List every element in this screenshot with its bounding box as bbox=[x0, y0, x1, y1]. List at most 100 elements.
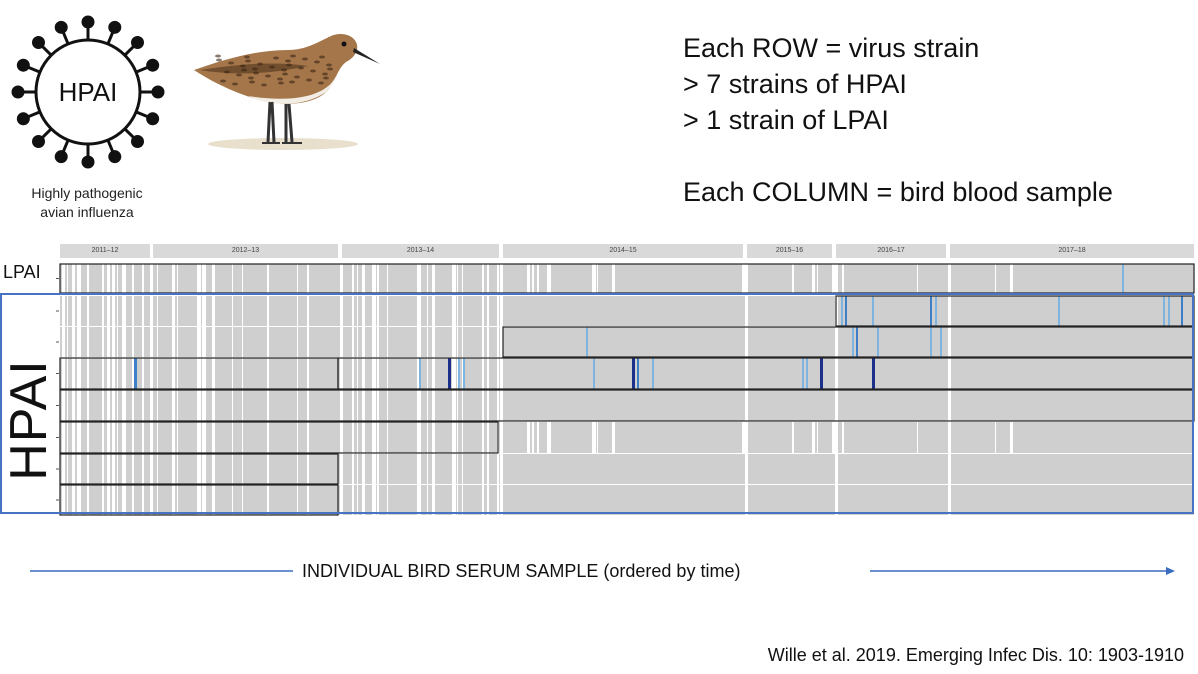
untested-gap bbox=[357, 327, 358, 357]
untested-gap bbox=[177, 264, 178, 293]
untested-gap bbox=[432, 422, 435, 453]
bird-feather-mark bbox=[265, 74, 271, 78]
positive-sample-mark bbox=[935, 296, 937, 326]
untested-gap bbox=[377, 327, 379, 357]
untested-gap bbox=[362, 454, 365, 484]
positive-sample-mark bbox=[419, 358, 421, 389]
untested-gap bbox=[427, 264, 428, 293]
untested-gap bbox=[177, 485, 178, 515]
untested-gap bbox=[87, 422, 89, 453]
positive-sample-mark bbox=[872, 358, 875, 389]
untested-gap bbox=[87, 390, 89, 421]
untested-gap bbox=[357, 390, 358, 421]
bird-feather-mark bbox=[245, 59, 251, 63]
untested-gap bbox=[112, 485, 115, 515]
season-separator bbox=[948, 390, 951, 421]
untested-gap bbox=[362, 296, 365, 326]
positive-sample-mark bbox=[632, 358, 635, 389]
virus-spike-head bbox=[108, 20, 122, 34]
bird-feather-mark bbox=[302, 57, 308, 61]
untested-gap bbox=[67, 358, 68, 389]
untested-gap bbox=[387, 358, 388, 389]
untested-gap bbox=[102, 454, 104, 484]
untested-gap bbox=[172, 485, 175, 515]
untested-gap bbox=[377, 358, 379, 389]
untested-gap bbox=[362, 327, 365, 357]
positive-sample-mark bbox=[1168, 296, 1170, 326]
untested-gap bbox=[172, 358, 175, 389]
season-separator bbox=[500, 454, 503, 484]
untested-gap bbox=[112, 390, 115, 421]
untested-gap bbox=[387, 264, 388, 293]
season-separator bbox=[340, 422, 343, 453]
note-line-2: > 7 strains of HPAI bbox=[683, 69, 907, 99]
untested-gap bbox=[462, 422, 463, 453]
untested-gap bbox=[62, 358, 65, 389]
bird-feather-mark bbox=[277, 77, 283, 81]
season-separator bbox=[150, 454, 153, 484]
season-separator bbox=[150, 264, 153, 293]
untested-gap bbox=[112, 422, 115, 453]
season-separator bbox=[340, 358, 343, 389]
untested-gap bbox=[72, 422, 75, 453]
bird-feather-mark bbox=[286, 63, 292, 67]
untested-gap bbox=[547, 422, 551, 453]
untested-gap bbox=[67, 454, 68, 484]
untested-gap bbox=[387, 296, 388, 326]
season-separator bbox=[948, 327, 951, 357]
season-separator bbox=[340, 296, 343, 326]
untested-gap bbox=[427, 390, 428, 421]
season-separator bbox=[745, 390, 748, 421]
untested-gap bbox=[112, 264, 115, 293]
untested-gap bbox=[112, 358, 115, 389]
season-separator bbox=[500, 264, 503, 293]
untested-gap bbox=[462, 454, 463, 484]
untested-gap bbox=[352, 390, 354, 421]
untested-gap bbox=[132, 390, 134, 421]
untested-gap bbox=[267, 264, 269, 293]
bird-feather-mark bbox=[314, 60, 320, 64]
strain-window-box bbox=[59, 484, 339, 516]
untested-gap bbox=[487, 422, 489, 453]
untested-gap bbox=[242, 454, 243, 484]
notes-block: Each ROW = virus strain > 7 strains of H… bbox=[683, 30, 1113, 210]
positive-sample-mark bbox=[134, 358, 137, 389]
untested-gap bbox=[72, 296, 75, 326]
strain-window-box bbox=[59, 389, 1195, 422]
season-separator bbox=[835, 454, 838, 484]
note-line-5: Each COLUMN = bird blood sample bbox=[683, 177, 1113, 207]
untested-gap bbox=[427, 296, 428, 326]
untested-gap bbox=[117, 422, 118, 453]
virus-icon: HPAI bbox=[11, 15, 165, 169]
bird-feather-mark bbox=[232, 82, 238, 86]
untested-gap bbox=[377, 390, 379, 421]
untested-gap bbox=[432, 485, 435, 515]
positive-sample-mark bbox=[1122, 264, 1124, 293]
untested-gap bbox=[372, 296, 376, 326]
positive-sample-mark bbox=[930, 296, 932, 326]
season-label: 2015–16 bbox=[747, 244, 832, 258]
untested-gap bbox=[102, 327, 104, 357]
positive-sample-mark bbox=[930, 327, 932, 357]
untested-gap bbox=[452, 296, 456, 326]
untested-gap bbox=[357, 485, 358, 515]
positive-sample-mark bbox=[448, 358, 451, 389]
untested-gap bbox=[352, 327, 354, 357]
untested-gap bbox=[107, 485, 110, 515]
untested-gap bbox=[232, 485, 233, 515]
untested-gap bbox=[832, 422, 836, 453]
positive-sample-mark bbox=[852, 327, 854, 357]
untested-gap bbox=[117, 390, 118, 421]
untested-gap bbox=[487, 485, 489, 515]
untested-gap bbox=[142, 296, 144, 326]
untested-gap bbox=[457, 327, 458, 357]
untested-gap bbox=[362, 422, 365, 453]
untested-gap bbox=[172, 264, 175, 293]
untested-gap bbox=[307, 485, 309, 515]
untested-gap bbox=[537, 422, 539, 453]
untested-gap bbox=[157, 296, 158, 326]
season-separator bbox=[948, 485, 951, 515]
untested-gap bbox=[417, 422, 421, 453]
untested-gap bbox=[197, 358, 201, 389]
untested-gap bbox=[107, 390, 110, 421]
